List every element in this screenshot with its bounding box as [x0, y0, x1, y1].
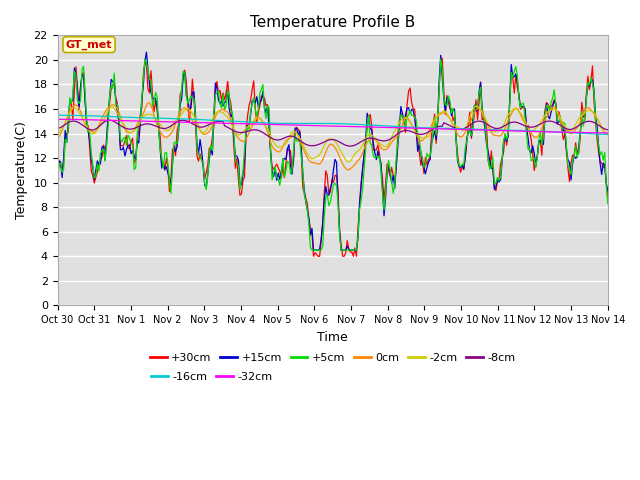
-2cm — [604, 131, 612, 136]
+5cm — [308, 247, 316, 253]
-2cm — [245, 122, 253, 128]
+5cm — [294, 138, 302, 144]
Text: GT_met: GT_met — [66, 39, 112, 50]
Line: +5cm: +5cm — [58, 59, 608, 250]
+15cm — [604, 188, 612, 194]
+30cm — [121, 138, 129, 144]
Line: -32cm: -32cm — [58, 120, 608, 133]
+5cm — [604, 201, 612, 207]
-32cm — [573, 130, 581, 135]
+30cm — [236, 192, 244, 198]
Y-axis label: Temperature(C): Temperature(C) — [15, 121, 28, 219]
+5cm — [218, 105, 225, 111]
+15cm — [54, 173, 61, 179]
-8cm — [247, 128, 255, 133]
0cm — [577, 119, 584, 125]
0cm — [296, 137, 303, 143]
-16cm — [218, 118, 225, 124]
+15cm — [220, 103, 227, 109]
+15cm — [121, 153, 129, 159]
-8cm — [577, 122, 584, 128]
0cm — [54, 136, 61, 142]
-8cm — [296, 138, 303, 144]
+5cm — [245, 126, 253, 132]
-32cm — [218, 120, 225, 126]
-2cm — [54, 131, 61, 136]
-16cm — [245, 120, 253, 125]
0cm — [344, 167, 351, 173]
0cm — [247, 126, 255, 132]
-32cm — [121, 118, 129, 123]
+15cm — [247, 111, 255, 117]
+5cm — [121, 135, 129, 141]
+30cm — [577, 135, 584, 141]
-8cm — [237, 130, 245, 135]
-32cm — [245, 121, 253, 127]
Line: -8cm: -8cm — [58, 120, 608, 146]
+30cm — [218, 97, 225, 103]
Line: +15cm: +15cm — [58, 52, 608, 250]
Line: -2cm: -2cm — [58, 106, 608, 162]
-8cm — [604, 127, 612, 132]
-2cm — [577, 114, 584, 120]
0cm — [146, 100, 154, 106]
-32cm — [294, 122, 302, 128]
X-axis label: Time: Time — [317, 331, 348, 344]
-16cm — [54, 112, 61, 118]
+5cm — [54, 177, 61, 182]
0cm — [604, 132, 612, 137]
-8cm — [54, 126, 61, 132]
-16cm — [573, 130, 581, 136]
Line: +30cm: +30cm — [58, 58, 608, 256]
-2cm — [294, 132, 302, 138]
+5cm — [437, 56, 445, 62]
-2cm — [345, 159, 353, 165]
-16cm — [294, 120, 302, 126]
+5cm — [236, 187, 244, 192]
+15cm — [296, 128, 303, 134]
-8cm — [346, 143, 354, 149]
+30cm — [604, 194, 612, 200]
+30cm — [438, 55, 446, 61]
+30cm — [245, 102, 253, 108]
+15cm — [310, 247, 317, 253]
-16cm — [604, 132, 612, 137]
-8cm — [123, 126, 131, 132]
-32cm — [236, 120, 244, 126]
-32cm — [604, 130, 612, 136]
0cm — [121, 127, 129, 132]
+15cm — [237, 182, 245, 188]
-2cm — [472, 103, 480, 109]
-2cm — [121, 124, 129, 130]
+30cm — [54, 180, 61, 186]
+15cm — [143, 49, 150, 55]
Line: 0cm: 0cm — [58, 103, 608, 170]
+30cm — [310, 253, 317, 259]
Legend: -16cm, -32cm: -16cm, -32cm — [147, 368, 276, 386]
-32cm — [54, 117, 61, 122]
Line: -16cm: -16cm — [58, 115, 608, 134]
+5cm — [577, 131, 584, 137]
-16cm — [121, 114, 129, 120]
-8cm — [220, 119, 227, 124]
-2cm — [236, 132, 244, 138]
-16cm — [236, 119, 244, 125]
-8cm — [106, 117, 113, 123]
Title: Temperature Profile B: Temperature Profile B — [250, 15, 415, 30]
0cm — [220, 106, 227, 112]
+15cm — [577, 130, 584, 136]
0cm — [237, 138, 245, 144]
-2cm — [218, 109, 225, 115]
+30cm — [294, 126, 302, 132]
